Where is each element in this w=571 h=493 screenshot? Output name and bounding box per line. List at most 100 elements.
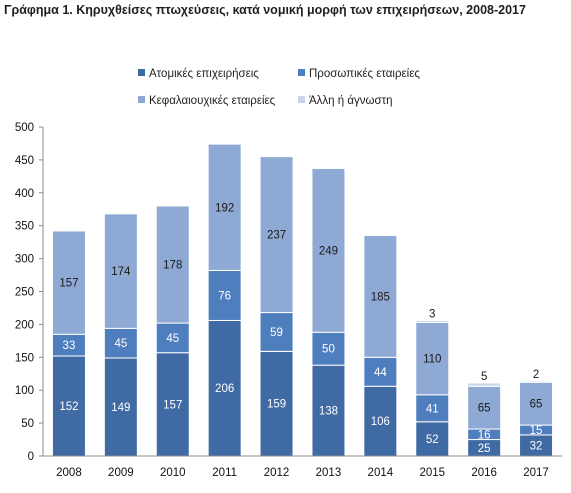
bar-segment xyxy=(415,421,450,457)
bar-stack-2009: 149 45 174 xyxy=(103,213,138,457)
data-label: 32 xyxy=(530,440,543,452)
y-tick-label: 350 xyxy=(15,221,34,233)
legend-swatch xyxy=(298,96,305,103)
data-label: 45 xyxy=(114,338,127,350)
bars: 1523315714945174157451782067619215959237… xyxy=(51,143,554,457)
data-label: 45 xyxy=(166,333,179,345)
data-label: 25 xyxy=(478,443,491,455)
legend-swatch xyxy=(138,69,145,76)
bar-segment xyxy=(467,382,502,387)
y-tick-label: 0 xyxy=(28,451,34,463)
bar-stack-2017: 32 15 65 2 xyxy=(519,369,554,457)
y-tick-label: 500 xyxy=(15,122,34,134)
x-tick-label: 2011 xyxy=(212,467,237,479)
data-label: 5 xyxy=(481,371,487,383)
bar-segment xyxy=(155,322,190,354)
legend-item: Ατομικές επιχειρήσεις xyxy=(138,68,259,80)
bar-segment xyxy=(207,319,242,457)
bar-segment xyxy=(363,356,398,387)
bar-stack-2012: 159 59 237 xyxy=(259,156,294,457)
legend-label: Ατομικές επιχειρήσεις xyxy=(149,68,259,80)
y-axis: 0 50 100 150 200 250 300 350 400 450 500 xyxy=(15,122,44,463)
y-tick-label: 250 xyxy=(15,287,34,299)
legend-item: Προσωπικές εταιρείες xyxy=(298,68,420,80)
x-tick-label: 2017 xyxy=(523,467,549,479)
data-label: 65 xyxy=(530,399,543,411)
bar-segment xyxy=(51,230,86,335)
bar-segment xyxy=(415,394,450,423)
data-label: 3 xyxy=(429,308,435,320)
legend-swatch xyxy=(298,69,305,76)
data-label: 16 xyxy=(478,429,491,441)
data-label: 65 xyxy=(478,403,491,415)
bar-segment xyxy=(259,156,294,314)
bar-segment xyxy=(103,213,138,329)
legend-item: Κεφαλαιουχικές εταιρείες xyxy=(138,95,276,107)
data-label: 152 xyxy=(59,401,78,413)
bar-segment xyxy=(415,319,450,323)
y-tick-label: 100 xyxy=(15,385,34,397)
legend-label: Κεφαλαιουχικές εταιρείες xyxy=(149,95,276,107)
data-label: 174 xyxy=(111,266,131,278)
chart-title: Γράφημα 1. Κηρυχθείσες πτωχεύσεις, κατά … xyxy=(4,3,526,17)
bar-segment xyxy=(467,385,502,430)
bar-stack-2011: 206 76 192 xyxy=(207,143,242,457)
bar-segment xyxy=(155,205,190,324)
bar-segment xyxy=(207,143,242,271)
bar-segment xyxy=(155,352,190,457)
legend-item: Άλλη ή άγνωστη xyxy=(298,95,393,107)
legend-label: Άλλη ή άγνωστη xyxy=(309,95,393,107)
data-label: 249 xyxy=(319,245,338,257)
data-label: 159 xyxy=(267,399,286,411)
bar-stack-2015: 52 41 110 3 xyxy=(415,308,450,457)
legend-label: Προσωπικές εταιρείες xyxy=(309,68,420,80)
data-label: 2 xyxy=(533,369,539,381)
y-tick-label: 450 xyxy=(15,155,34,167)
bar-segment xyxy=(103,357,138,457)
data-label: 185 xyxy=(371,291,390,303)
data-label: 149 xyxy=(111,402,130,414)
x-tick-label: 2010 xyxy=(160,467,186,479)
y-tick-label: 200 xyxy=(15,319,34,331)
data-label: 59 xyxy=(270,327,283,339)
x-tick-label: 2016 xyxy=(471,467,497,479)
bar-stack-2014: 106 44 185 xyxy=(363,235,398,457)
bar-stack-2010: 157 45 178 xyxy=(155,205,190,457)
bar-segment xyxy=(207,269,242,321)
data-label: 50 xyxy=(322,344,335,356)
data-label: 52 xyxy=(426,434,439,446)
x-tick-label: 2008 xyxy=(56,467,82,479)
x-axis: 2008 2009 2010 2011 2012 2013 2014 2015 2016 2017 xyxy=(43,455,562,479)
data-label: 44 xyxy=(374,367,387,379)
data-label: 76 xyxy=(218,290,231,302)
bar-segment xyxy=(363,235,398,358)
bar-stack-2013: 138 50 249 xyxy=(311,167,346,457)
bar-stack-2008: 152 33 157 xyxy=(51,230,86,457)
bar-segment xyxy=(519,380,554,383)
data-label: 237 xyxy=(267,230,286,242)
data-label: 41 xyxy=(426,403,439,415)
y-tick-label: 300 xyxy=(15,254,34,266)
data-label: 110 xyxy=(423,354,441,366)
x-tick-label: 2014 xyxy=(368,467,394,479)
legend-swatch xyxy=(138,96,145,103)
bar-segment xyxy=(363,385,398,457)
bar-segment xyxy=(311,331,346,366)
bar-stack-2016: 25 16 65 5 xyxy=(467,371,502,457)
x-tick-label: 2015 xyxy=(419,467,445,479)
data-label: 33 xyxy=(63,340,76,352)
data-label: 178 xyxy=(163,260,182,272)
x-tick-label: 2009 xyxy=(108,467,134,479)
data-label: 106 xyxy=(371,416,390,428)
bar-segment xyxy=(311,167,346,333)
legend: Ατομικές επιχειρήσεις Προσωπικές εταιρείε… xyxy=(138,68,420,107)
data-label: 15 xyxy=(530,425,543,437)
y-tick-label: 400 xyxy=(15,188,34,200)
bar-segment xyxy=(415,321,450,396)
x-tick-label: 2012 xyxy=(264,467,290,479)
y-tick-label: 150 xyxy=(15,352,34,364)
data-label: 192 xyxy=(215,202,234,214)
data-label: 206 xyxy=(215,383,234,395)
data-label: 157 xyxy=(59,278,78,290)
